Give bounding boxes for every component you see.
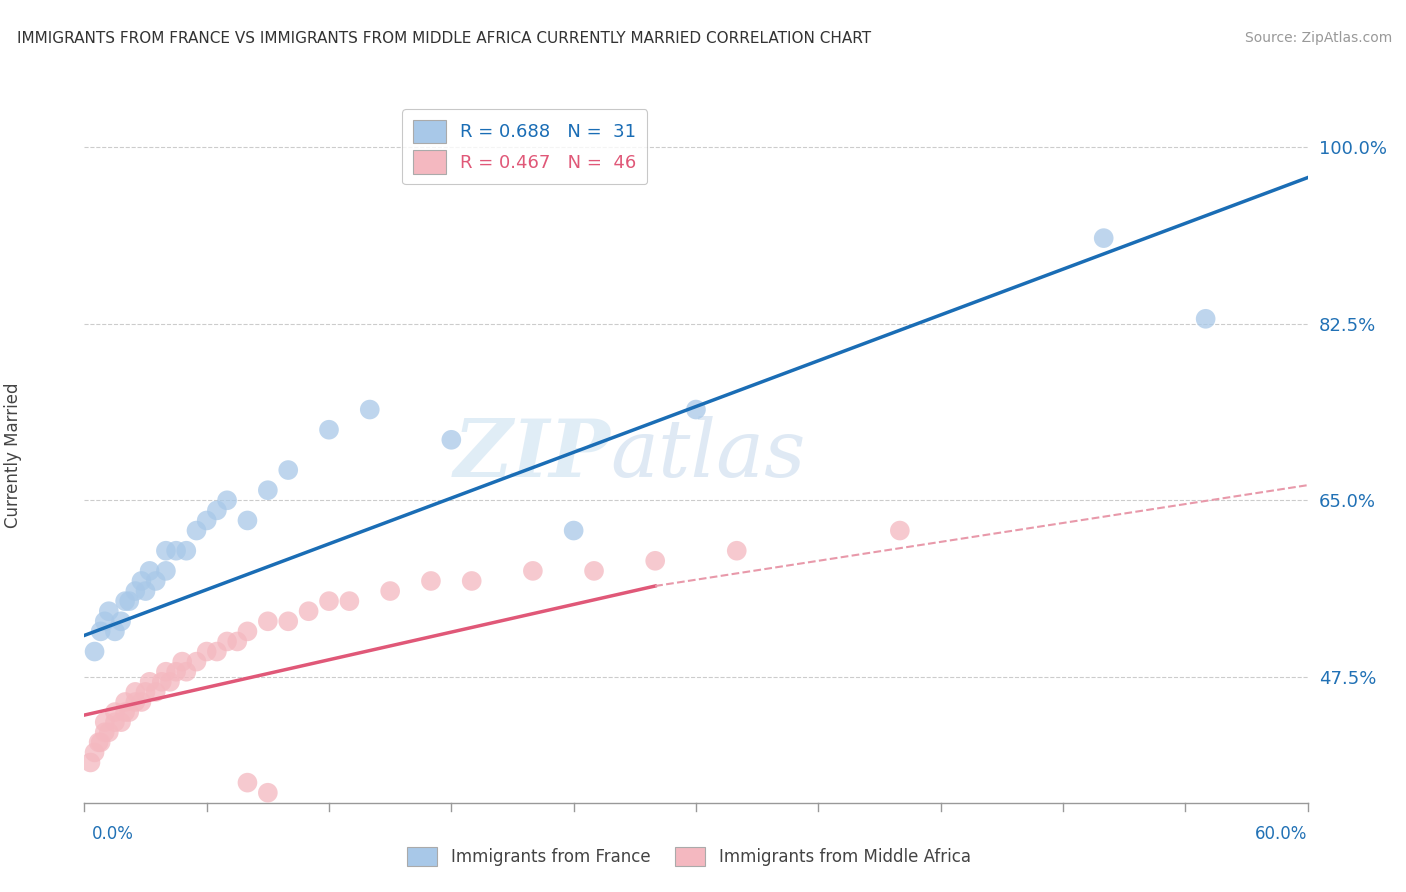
Point <box>90 624 112 639</box>
Point <box>1195 311 1218 326</box>
Point <box>174 543 197 558</box>
Point <box>138 564 160 578</box>
Point <box>124 685 146 699</box>
Point <box>131 695 153 709</box>
Point <box>277 463 299 477</box>
Point <box>124 695 146 709</box>
Point <box>359 402 381 417</box>
Legend: R = 0.688   N =  31, R = 0.467   N =  46: R = 0.688 N = 31, R = 0.467 N = 46 <box>402 109 647 185</box>
Point <box>155 665 177 679</box>
Point <box>318 423 340 437</box>
Point <box>114 695 136 709</box>
Point <box>236 775 259 789</box>
Text: 0.0%: 0.0% <box>91 825 134 843</box>
Point <box>257 483 280 498</box>
Point <box>205 503 228 517</box>
Point <box>155 543 177 558</box>
Point <box>725 543 748 558</box>
Point <box>110 715 132 730</box>
Point <box>131 574 153 588</box>
Text: ZIP: ZIP <box>454 417 610 493</box>
Point <box>186 655 208 669</box>
Point <box>97 604 120 618</box>
Point <box>174 665 197 679</box>
Legend: Immigrants from France, Immigrants from Middle Africa: Immigrants from France, Immigrants from … <box>399 838 979 875</box>
Point <box>93 715 115 730</box>
Point <box>114 594 136 608</box>
Point <box>145 685 167 699</box>
Point <box>318 594 340 608</box>
Point <box>90 735 112 749</box>
Point <box>644 554 666 568</box>
Point <box>79 756 101 770</box>
Point <box>440 433 463 447</box>
Point <box>217 493 239 508</box>
Point <box>298 604 321 618</box>
Point <box>155 564 177 578</box>
Point <box>1092 231 1115 245</box>
Text: Source: ZipAtlas.com: Source: ZipAtlas.com <box>1244 31 1392 45</box>
Point <box>87 735 110 749</box>
Point <box>217 634 239 648</box>
Point <box>236 513 259 527</box>
Point <box>186 524 208 538</box>
Point <box>135 685 157 699</box>
Point <box>145 574 167 588</box>
Point <box>205 644 228 658</box>
Point <box>172 655 194 669</box>
Point <box>135 584 157 599</box>
Point <box>104 624 127 639</box>
Text: IMMIGRANTS FROM FRANCE VS IMMIGRANTS FROM MIDDLE AFRICA CURRENTLY MARRIED CORREL: IMMIGRANTS FROM FRANCE VS IMMIGRANTS FRO… <box>17 31 870 46</box>
Point <box>150 674 173 689</box>
Point <box>104 705 127 719</box>
Point <box>118 594 141 608</box>
Point <box>380 584 402 599</box>
Point <box>889 524 911 538</box>
Point <box>104 715 127 730</box>
Point <box>277 615 299 629</box>
Point <box>461 574 484 588</box>
Point <box>195 644 218 658</box>
Y-axis label: Currently Married: Currently Married <box>4 382 22 528</box>
Point <box>83 745 105 759</box>
Text: atlas: atlas <box>610 417 806 493</box>
Point <box>110 615 132 629</box>
Point <box>195 513 218 527</box>
Point <box>685 402 707 417</box>
Text: 60.0%: 60.0% <box>1256 825 1308 843</box>
Point <box>118 705 141 719</box>
Point <box>522 564 544 578</box>
Point <box>165 665 187 679</box>
Point <box>582 564 605 578</box>
Point <box>114 705 136 719</box>
Point <box>339 594 360 608</box>
Point <box>83 644 105 658</box>
Point <box>124 584 146 599</box>
Point <box>562 524 585 538</box>
Point <box>93 725 115 739</box>
Point <box>165 543 187 558</box>
Point <box>97 725 120 739</box>
Point <box>226 634 249 648</box>
Point <box>257 615 280 629</box>
Point <box>93 615 115 629</box>
Point <box>159 674 181 689</box>
Point <box>236 624 259 639</box>
Point <box>420 574 443 588</box>
Point <box>257 786 280 800</box>
Point <box>138 674 160 689</box>
